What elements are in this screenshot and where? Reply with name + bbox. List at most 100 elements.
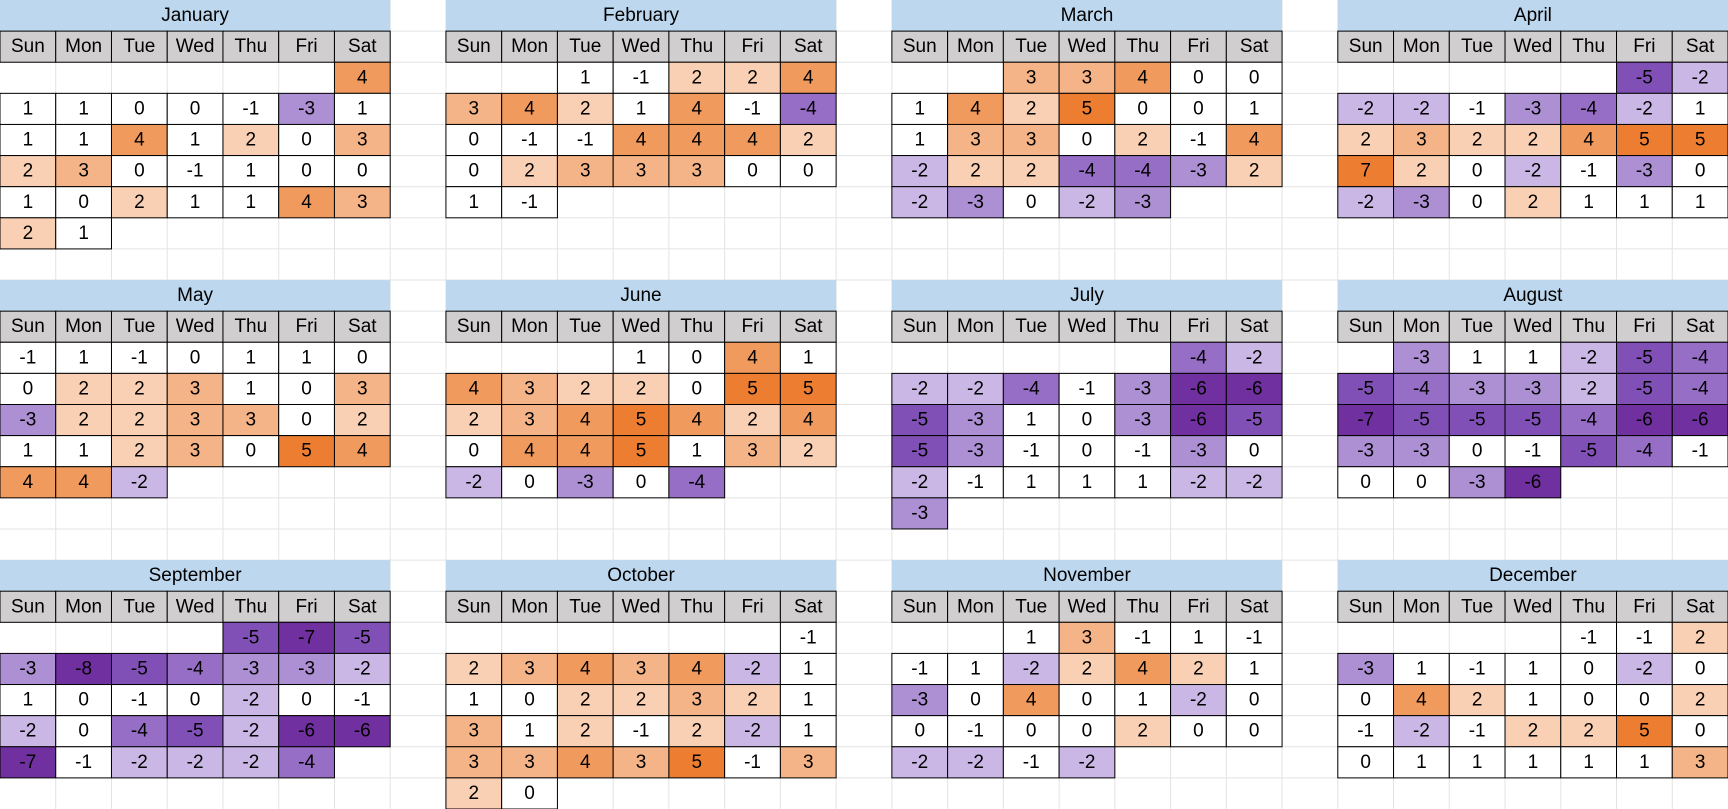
day-value: -2: [131, 472, 148, 493]
day-value: 1: [580, 67, 591, 88]
day-value: -4: [298, 752, 315, 773]
month-title: May: [177, 285, 213, 306]
day-cell: [1170, 435, 1227, 468]
day-value: 1: [1416, 658, 1427, 679]
day-value: -2: [1079, 752, 1096, 773]
day-value: -4: [1692, 378, 1709, 399]
day-value: 1: [1193, 627, 1204, 648]
weekday-label: Mon: [65, 36, 102, 57]
day-cell: [1393, 652, 1450, 686]
day-value: 5: [691, 752, 702, 773]
day-value: -5: [911, 410, 928, 431]
weekday-label: Fri: [1187, 316, 1209, 337]
day-value: -2: [744, 658, 761, 679]
weekday-label: Wed: [1068, 316, 1107, 337]
day-value: 0: [1193, 67, 1204, 88]
day-value: 0: [1082, 410, 1093, 431]
day-value: 2: [580, 378, 591, 399]
weekday-label: Tue: [123, 596, 155, 617]
day-value: -2: [1413, 98, 1430, 119]
day-value: -2: [19, 721, 36, 742]
day-value: 2: [1695, 627, 1706, 648]
day-value: 4: [803, 67, 814, 88]
day-value: 1: [190, 130, 201, 151]
day-cell: [1170, 92, 1227, 125]
day-cell: [166, 404, 224, 437]
weekday-cell: [0, 590, 57, 623]
weekday-cell: [1504, 590, 1562, 623]
day-cell: [278, 186, 335, 219]
day-value: -4: [1134, 161, 1151, 182]
day-value: 0: [78, 721, 89, 742]
day-value: 2: [691, 721, 702, 742]
day-cell: [1058, 435, 1116, 468]
day-value: 0: [357, 347, 368, 368]
day-cell: [333, 435, 391, 468]
day-value: 2: [469, 658, 480, 679]
day-value: 2: [134, 192, 145, 213]
day-value: -1: [800, 627, 817, 648]
weekday-label: Sun: [903, 36, 937, 57]
weekday-cell: [1393, 590, 1450, 623]
month-title: April: [1514, 5, 1552, 26]
weekday-label: Thu: [234, 36, 267, 57]
day-cell: [612, 746, 670, 779]
day-value: -1: [1469, 658, 1486, 679]
day-cell: [1560, 372, 1618, 405]
weekday-label: Wed: [1068, 596, 1107, 617]
weekday-cell: [1504, 310, 1562, 343]
day-value: 1: [357, 98, 368, 119]
day-value: -2: [911, 161, 928, 182]
day-value: -5: [1246, 410, 1263, 431]
weekday-cell: [501, 310, 558, 343]
weekday-label: Sat: [794, 36, 823, 57]
weekday-cell: [1225, 590, 1283, 623]
day-cell: [55, 466, 112, 499]
day-value: 3: [803, 752, 814, 773]
day-cell: [501, 372, 558, 405]
weekday-cell: [166, 30, 224, 63]
day-value: 1: [78, 130, 89, 151]
day-value: -5: [1580, 441, 1597, 462]
month-title: December: [1489, 565, 1577, 586]
day-value: 2: [803, 441, 814, 462]
day-value: -3: [19, 658, 36, 679]
day-value: 4: [691, 658, 702, 679]
day-value: -2: [1190, 690, 1207, 711]
day-value: 2: [1137, 721, 1148, 742]
weekday-cell: [445, 590, 503, 623]
day-cell: [779, 435, 837, 468]
day-cell: [1225, 652, 1283, 686]
day-cell: [1058, 746, 1116, 779]
day-value: 2: [1583, 721, 1594, 742]
day-value: 2: [78, 378, 89, 399]
day-value: 2: [1528, 192, 1539, 213]
day-value: 4: [636, 130, 647, 151]
day-value: 1: [23, 192, 34, 213]
day-value: 1: [636, 98, 647, 119]
day-value: 0: [301, 690, 312, 711]
day-cell: [1002, 372, 1060, 405]
day-value: 0: [691, 378, 702, 399]
day-value: 0: [1193, 98, 1204, 119]
day-value: 0: [1695, 658, 1706, 679]
day-cell: [1058, 715, 1116, 748]
day-cell: [1114, 61, 1172, 94]
day-cell: [1114, 621, 1172, 654]
day-value: -5: [187, 721, 204, 742]
day-value: 1: [803, 347, 814, 368]
day-value: 1: [469, 690, 480, 711]
day-value: 2: [1082, 658, 1093, 679]
day-value: 4: [1249, 130, 1260, 151]
month-title-bar: [0, 280, 391, 312]
day-cell: [1002, 92, 1060, 125]
day-cell: [724, 435, 781, 468]
weekday-label: Mon: [1403, 36, 1440, 57]
day-value: 1: [1583, 192, 1594, 213]
weekday-label: Wed: [622, 316, 661, 337]
day-value: 0: [1472, 192, 1483, 213]
day-cell: [1337, 435, 1395, 468]
day-cell: [55, 123, 112, 157]
day-value: 4: [691, 130, 702, 151]
day-value: 0: [134, 98, 145, 119]
